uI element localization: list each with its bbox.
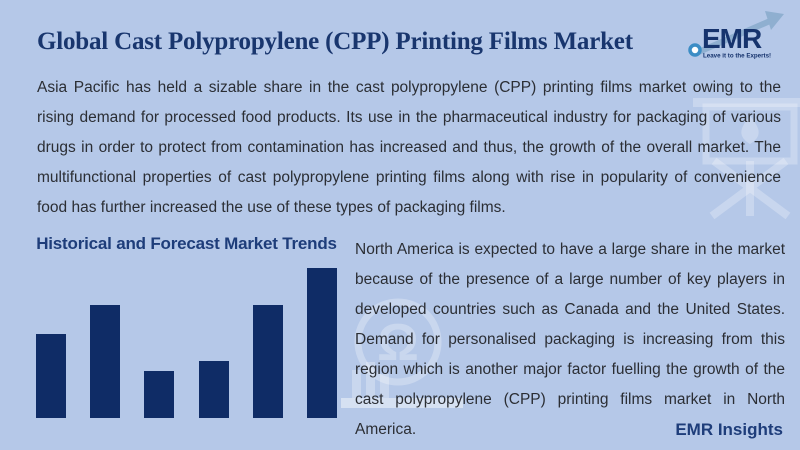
- emr-logo: EMR Leave it to the Experts!: [688, 11, 784, 60]
- logo-circle-icon: [688, 43, 702, 57]
- bar: [306, 268, 337, 418]
- chart-title: Historical and Forecast Market Trends: [36, 234, 337, 253]
- region-paragraph: North America is expected to have a larg…: [355, 241, 785, 438]
- emr-insights-label: EMR Insights: [675, 420, 783, 439]
- bar-chart: [36, 268, 337, 418]
- logo-text: EMR: [702, 23, 762, 54]
- growth-arrow-icon: [692, 11, 784, 57]
- bar: [36, 334, 66, 418]
- logo-tagline: Leave it to the Experts!: [703, 53, 771, 60]
- bar: [90, 305, 121, 418]
- bar: [144, 371, 175, 418]
- page-title: Global Cast Polypropylene (CPP) Printing…: [37, 28, 633, 55]
- bar: [198, 361, 229, 418]
- bar: [252, 305, 283, 418]
- intro-paragraph: Asia Pacific has held a sizable share in…: [37, 79, 781, 216]
